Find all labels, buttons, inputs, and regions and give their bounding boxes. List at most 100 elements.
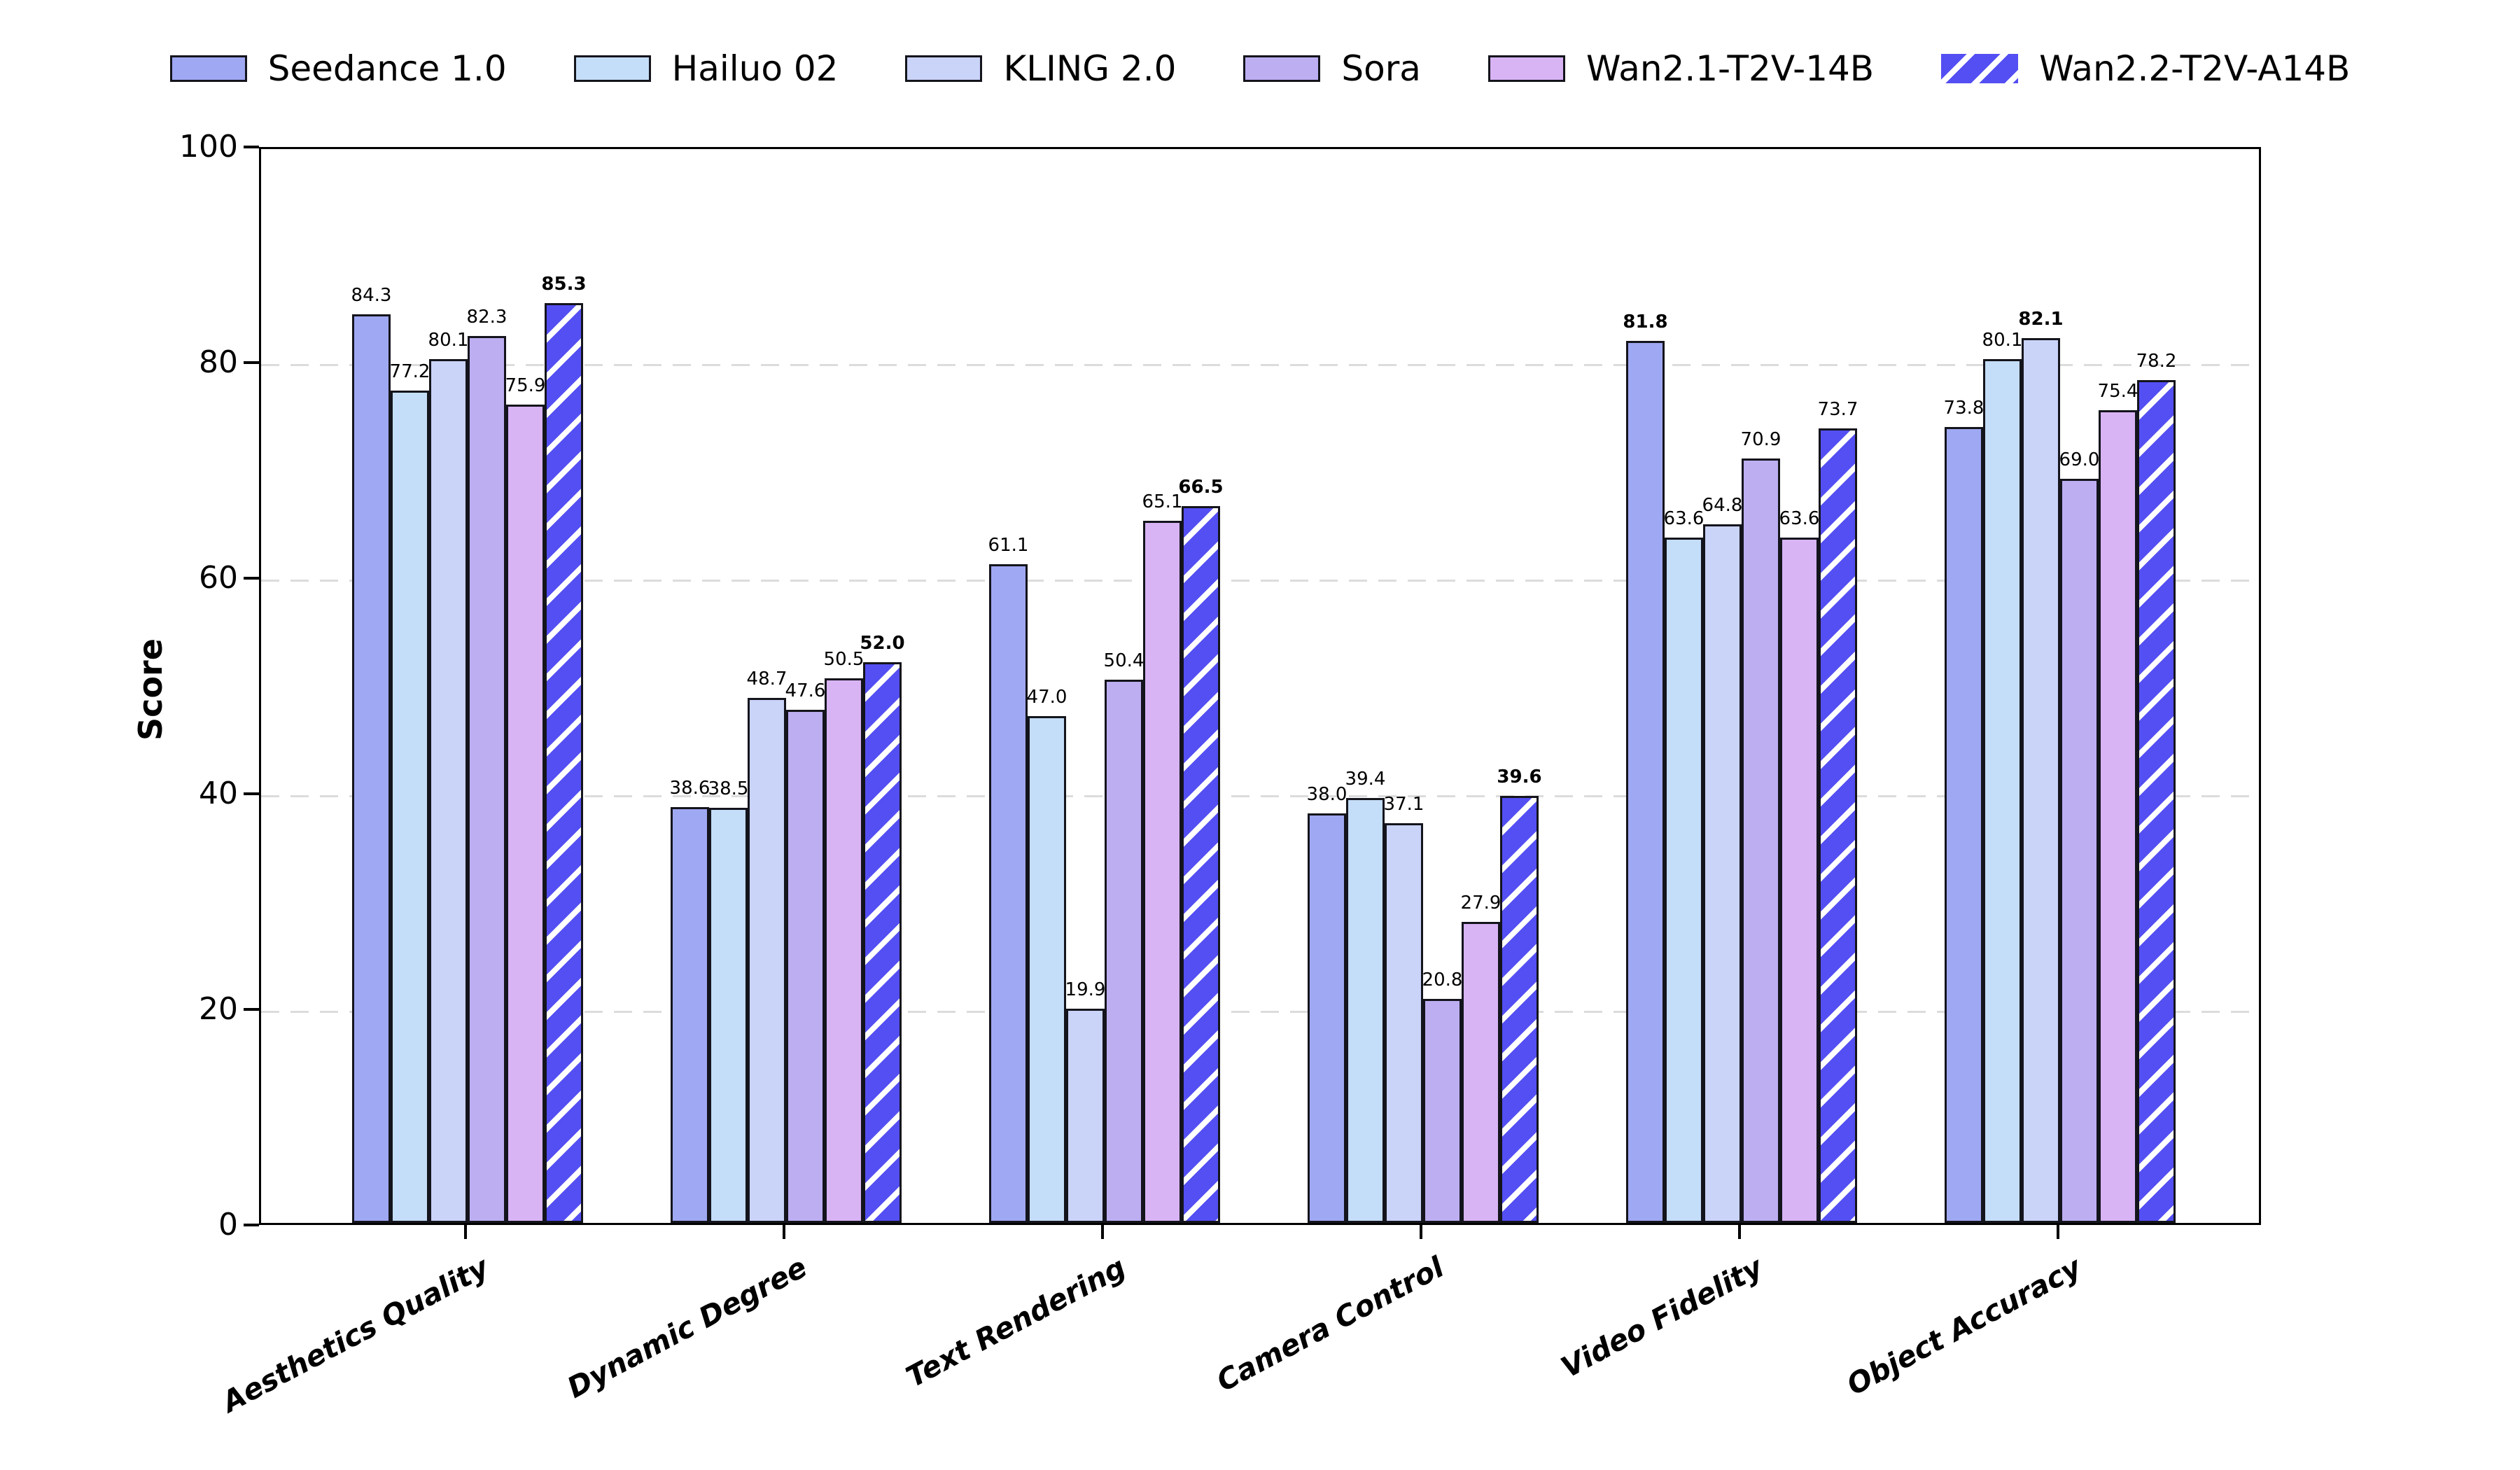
y-tick-mark-100 [244, 146, 259, 148]
value-label-seedance-1-0-dynamic-degree: 38.6 [669, 777, 710, 799]
legend-item-seedance-1-0: Seedance 1.0 [169, 48, 507, 89]
bar-seedance-1-0-text-rendering [989, 564, 1028, 1223]
bar-sora-text-rendering [1105, 679, 1143, 1223]
y-tick-label-80: 80 [199, 344, 238, 380]
bar-wan2-1-t2v-14b-camera-control [1462, 922, 1500, 1223]
value-label-hailuo-02-aesthetics-quality: 77.2 [389, 361, 430, 383]
bar-hailuo-02-text-rendering [1028, 716, 1066, 1223]
value-label-seedance-1-0-camera-control: 38.0 [1306, 783, 1348, 805]
bar-wan2-1-t2v-14b-dynamic-degree [825, 678, 863, 1223]
value-label-sora-video-fidelity: 70.9 [1740, 429, 1782, 451]
x-tick-mark-camera-control [1420, 1225, 1422, 1239]
value-label-wan2-1-t2v-14b-dynamic-degree: 50.5 [823, 649, 864, 671]
y-tick-label-0: 0 [218, 1207, 238, 1242]
bar-wan2-2-t2v-a14b-camera-control [1500, 796, 1539, 1223]
value-label-hailuo-02-object-accuracy: 80.1 [1982, 330, 2023, 351]
y-tick-label-20: 20 [199, 991, 238, 1027]
gridline-20 [261, 1011, 2259, 1013]
bar-wan2-2-t2v-a14b-aesthetics-quality [545, 303, 583, 1223]
legend-swatch-hailuo-02 [573, 55, 651, 82]
y-tick-label-60: 60 [199, 560, 238, 596]
value-label-sora-text-rendering: 50.4 [1103, 650, 1144, 671]
value-label-sora-camera-control: 20.8 [1422, 969, 1463, 990]
value-label-wan2-2-t2v-a14b-object-accuracy: 78.2 [2136, 350, 2177, 372]
bar-wan2-2-t2v-a14b-object-accuracy [2137, 379, 2176, 1223]
value-label-kling-2-0-camera-control: 37.1 [1383, 793, 1424, 815]
value-label-wan2-2-t2v-a14b-aesthetics-quality: 85.3 [541, 274, 587, 295]
legend-swatch-wan2-1-t2v-14b [1488, 55, 1565, 82]
value-label-sora-object-accuracy: 69.0 [2059, 449, 2100, 471]
y-tick-mark-80 [244, 361, 259, 364]
bar-sora-object-accuracy [2060, 479, 2099, 1223]
category-label-dynamic-degree: Dynamic Degree [561, 1250, 813, 1405]
value-label-wan2-2-t2v-a14b-video-fidelity: 73.7 [1817, 399, 1858, 421]
y-tick-mark-60 [244, 577, 259, 580]
value-label-sora-aesthetics-quality: 82.3 [466, 306, 507, 328]
bar-wan2-2-t2v-a14b-text-rendering [1182, 505, 1220, 1223]
y-tick-mark-20 [244, 1008, 259, 1011]
value-label-wan2-2-t2v-a14b-camera-control: 39.6 [1497, 766, 1542, 788]
bar-seedance-1-0-aesthetics-quality [352, 314, 391, 1223]
legend-label: Hailuo 02 [671, 48, 839, 89]
value-label-wan2-2-t2v-a14b-dynamic-degree: 52.0 [860, 633, 905, 654]
value-label-sora-dynamic-degree: 47.6 [785, 680, 826, 701]
value-label-wan2-1-t2v-14b-video-fidelity: 63.6 [1779, 507, 1820, 529]
bar-kling-2-0-text-rendering [1066, 1008, 1105, 1223]
value-label-kling-2-0-dynamic-degree: 48.7 [746, 668, 788, 690]
bar-seedance-1-0-camera-control [1308, 813, 1346, 1223]
x-tick-mark-dynamic-degree [783, 1225, 785, 1239]
value-label-wan2-1-t2v-14b-object-accuracy: 75.4 [2097, 380, 2138, 402]
bar-hailuo-02-dynamic-degree [709, 808, 748, 1223]
category-label-camera-control: Camera Control [1211, 1250, 1450, 1399]
value-label-kling-2-0-video-fidelity: 64.8 [1702, 495, 1743, 517]
legend-swatch-kling-2-0 [905, 55, 983, 82]
bar-sora-video-fidelity [1742, 458, 1780, 1223]
bar-wan2-2-t2v-a14b-video-fidelity [1819, 428, 1857, 1223]
value-label-wan2-1-t2v-14b-aesthetics-quality: 75.9 [505, 375, 546, 397]
legend-item-sora: Sora [1243, 48, 1421, 89]
x-tick-mark-object-accuracy [2057, 1225, 2059, 1239]
bar-kling-2-0-aesthetics-quality [429, 359, 468, 1223]
legend-item-kling-2-0: KLING 2.0 [905, 48, 1176, 89]
y-tick-label-100: 100 [179, 129, 238, 164]
legend-item-wan2-2-t2v-a14b: Wan2.2-T2V-A14B [1941, 48, 2350, 89]
bar-hailuo-02-camera-control [1346, 798, 1385, 1223]
value-label-kling-2-0-object-accuracy: 82.1 [2018, 308, 2064, 330]
value-label-hailuo-02-video-fidelity: 63.6 [1663, 507, 1704, 529]
legend-label: Sora [1341, 48, 1421, 89]
value-label-kling-2-0-aesthetics-quality: 80.1 [428, 330, 469, 351]
bar-wan2-1-t2v-14b-text-rendering [1143, 521, 1182, 1223]
value-label-seedance-1-0-object-accuracy: 73.8 [1943, 398, 1984, 419]
bar-wan2-2-t2v-a14b-dynamic-degree [863, 662, 902, 1223]
bar-kling-2-0-camera-control [1385, 822, 1423, 1223]
bar-kling-2-0-video-fidelity [1703, 524, 1742, 1223]
value-label-seedance-1-0-aesthetics-quality: 84.3 [351, 284, 392, 306]
x-tick-mark-aesthetics-quality [464, 1225, 467, 1239]
value-label-seedance-1-0-text-rendering: 61.1 [988, 535, 1029, 556]
value-label-hailuo-02-camera-control: 39.4 [1345, 769, 1386, 790]
bar-wan2-1-t2v-14b-object-accuracy [2099, 410, 2137, 1223]
value-label-wan2-1-t2v-14b-camera-control: 27.9 [1460, 892, 1502, 914]
bar-kling-2-0-dynamic-degree [748, 698, 786, 1223]
bar-sora-aesthetics-quality [468, 335, 506, 1223]
bar-wan2-1-t2v-14b-video-fidelity [1780, 537, 1819, 1223]
legend-label: KLING 2.0 [1003, 48, 1177, 89]
bar-sora-camera-control [1423, 998, 1462, 1223]
value-label-seedance-1-0-video-fidelity: 81.8 [1623, 312, 1668, 333]
plot-area: 84.3 77.2 80.1 82.3 75.9 85.3 38.6 38.5 48.7 47.6… [259, 147, 2261, 1225]
gridline-40 [261, 795, 2259, 797]
bar-hailuo-02-object-accuracy [1983, 359, 2022, 1223]
y-axis-title: Score [132, 638, 169, 741]
gridline-60 [261, 580, 2259, 582]
y-tick-mark-40 [244, 792, 259, 795]
x-tick-mark-video-fidelity [1738, 1225, 1741, 1239]
legend-swatch-seedance-1-0 [169, 55, 247, 82]
value-label-kling-2-0-text-rendering: 19.9 [1065, 979, 1106, 1000]
legend-label: Seedance 1.0 [267, 48, 507, 89]
category-label-text-rendering: Text Rendering [900, 1250, 1131, 1394]
value-label-hailuo-02-dynamic-degree: 38.5 [708, 778, 749, 800]
value-label-wan2-1-t2v-14b-text-rendering: 65.1 [1142, 491, 1183, 513]
x-tick-mark-text-rendering [1101, 1225, 1104, 1239]
legend-swatch-sora [1243, 55, 1321, 82]
legend: Seedance 1.0 Hailuo 02 KLING 2.0 Sora Wan2.1… [0, 48, 2520, 89]
